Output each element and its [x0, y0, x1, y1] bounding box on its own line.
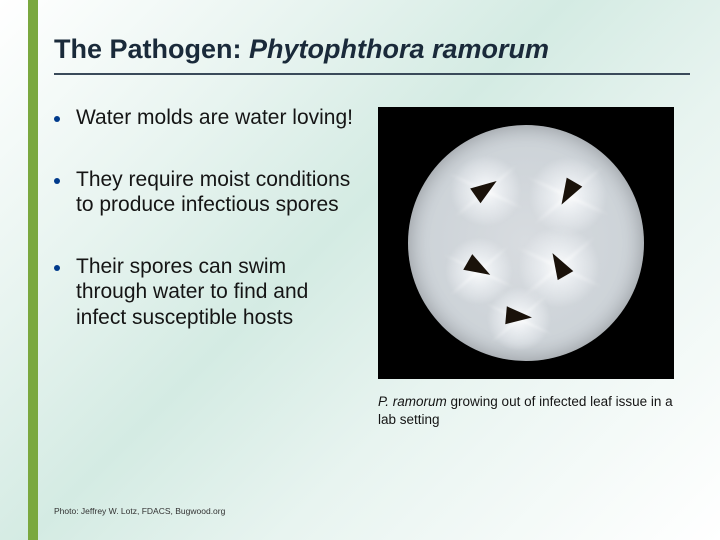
- photo-credit: Photo: Jeffrey W. Lotz, FDACS, Bugwood.o…: [54, 506, 225, 516]
- list-item: They require moist conditions to produce…: [54, 167, 354, 218]
- columns: Water molds are water loving! They requi…: [54, 105, 690, 428]
- slide-content: The Pathogen: Phytophthora ramorum Water…: [54, 34, 690, 428]
- bullet-dot-icon: [54, 116, 60, 122]
- page-title: The Pathogen: Phytophthora ramorum: [54, 34, 690, 75]
- list-item: Their spores can swim through water to f…: [54, 254, 354, 331]
- caption-scientific: P. ramorum: [378, 394, 447, 409]
- accent-bar: [28, 0, 38, 540]
- petri-dish: [408, 125, 644, 361]
- image-column: P. ramorum growing out of infected leaf …: [378, 105, 690, 428]
- title-prefix: The Pathogen:: [54, 34, 249, 64]
- bullet-list: Water molds are water loving! They requi…: [54, 105, 354, 331]
- image-caption: P. ramorum growing out of infected leaf …: [378, 393, 690, 428]
- bullet-text: Their spores can swim through water to f…: [76, 254, 354, 331]
- list-item: Water molds are water loving!: [54, 105, 354, 131]
- bullet-column: Water molds are water loving! They requi…: [54, 105, 354, 428]
- bullet-text: Water molds are water loving!: [76, 105, 353, 131]
- bullet-dot-icon: [54, 178, 60, 184]
- title-scientific: Phytophthora ramorum: [249, 34, 549, 64]
- leaf-fragment-icon: [505, 306, 532, 326]
- petri-image: [378, 107, 674, 379]
- bullet-text: They require moist conditions to produce…: [76, 167, 354, 218]
- bullet-dot-icon: [54, 265, 60, 271]
